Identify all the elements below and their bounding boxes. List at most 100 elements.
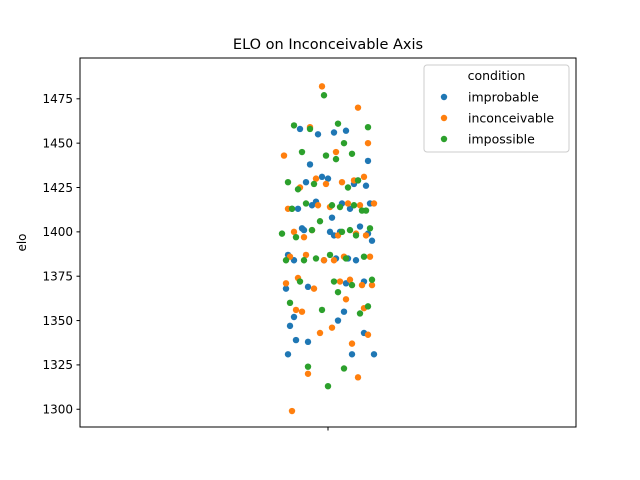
data-point-inconceivable — [280, 152, 288, 159]
legend-marker-improbable — [440, 93, 448, 101]
data-point-impossible — [306, 125, 314, 133]
data-point-impossible — [332, 155, 340, 163]
data-point-impossible — [352, 232, 360, 239]
series-impossible — [278, 92, 376, 390]
data-point-impossible — [348, 150, 356, 157]
data-point-inconceivable — [366, 253, 374, 260]
data-point-impossible — [346, 226, 354, 234]
data-point-inconceivable — [330, 257, 338, 264]
data-point-inconceivable — [322, 180, 330, 188]
data-point-improbable — [340, 308, 348, 315]
data-point-improbable — [330, 129, 338, 136]
data-point-inconceivable — [344, 200, 352, 207]
data-point-impossible — [316, 218, 324, 225]
data-point-impossible — [298, 148, 306, 156]
data-point-impossible — [330, 278, 338, 285]
data-point-impossible — [322, 152, 330, 159]
data-point-improbable — [326, 228, 334, 236]
data-point-improbable — [334, 317, 342, 324]
data-point-impossible — [292, 233, 300, 241]
data-point-impossible — [304, 363, 312, 370]
data-point-inconceivable — [354, 104, 362, 111]
data-point-impossible — [334, 288, 342, 296]
data-point-impossible — [338, 228, 346, 236]
data-point-inconceivable — [338, 178, 346, 186]
data-point-inconceivable — [358, 281, 366, 289]
data-point-impossible — [288, 205, 296, 212]
data-point-inconceivable — [346, 276, 354, 283]
data-point-improbable — [356, 223, 364, 230]
data-point-impossible — [362, 207, 370, 214]
y-axis-label: elo — [15, 233, 29, 251]
data-point-inconceivable — [356, 202, 364, 209]
y-tick-label: 1325 — [42, 358, 73, 372]
data-point-impossible — [336, 203, 344, 211]
data-point-impossible — [366, 225, 374, 232]
data-point-inconceivable — [360, 173, 368, 181]
data-point-inconceivable — [310, 285, 318, 292]
data-point-inconceivable — [364, 139, 372, 147]
data-point-improbable — [286, 322, 294, 330]
data-point-impossible — [334, 120, 342, 127]
data-point-improbable — [290, 313, 298, 321]
data-point-impossible — [354, 177, 362, 184]
data-point-improbable — [294, 205, 302, 212]
data-point-impossible — [318, 306, 326, 314]
data-point-impossible — [278, 230, 286, 237]
data-point-improbable — [298, 225, 306, 232]
chart-title: ELO on Inconceivable Axis — [233, 37, 423, 53]
data-point-improbable — [282, 285, 290, 292]
data-point-inconceivable — [304, 370, 312, 377]
data-point-improbable — [304, 338, 312, 346]
data-point-impossible — [340, 365, 348, 372]
data-point-impossible — [282, 257, 290, 264]
legend-label-improbable: improbable — [468, 90, 539, 105]
data-point-inconceivable — [292, 306, 300, 314]
data-point-inconceivable — [348, 340, 356, 347]
legend-entry-inconceivable: inconceivable — [440, 111, 554, 126]
data-point-impossible — [344, 184, 352, 191]
legend-box — [423, 64, 570, 153]
data-point-impossible — [356, 310, 364, 317]
data-point-improbable — [318, 173, 326, 181]
data-point-inconceivable — [288, 407, 296, 415]
data-point-inconceivable — [354, 374, 362, 381]
data-point-improbable — [364, 157, 372, 165]
data-point-improbable — [296, 125, 304, 133]
y-axis: 1300 1325 1350 1375 1400 1425 1450 1475 — [42, 92, 80, 417]
data-point-impossible — [290, 122, 298, 129]
legend-label-impossible: impossible — [468, 132, 535, 147]
y-tick-label: 1475 — [42, 92, 73, 106]
data-point-inconceivable — [312, 175, 320, 182]
y-tick-label: 1425 — [42, 181, 73, 195]
data-point-improbable — [370, 351, 378, 358]
data-point-improbable — [292, 336, 300, 344]
data-point-impossible — [324, 382, 332, 390]
legend-marker-inconceivable — [440, 114, 448, 122]
data-point-improbable — [306, 161, 314, 168]
data-point-impossible — [294, 186, 302, 193]
data-point-inconceivable — [282, 280, 290, 287]
data-point-impossible — [326, 251, 334, 259]
data-point-inconceivable — [364, 331, 372, 338]
data-point-impossible — [364, 123, 372, 131]
data-point-impossible — [328, 202, 336, 209]
data-point-impossible — [296, 278, 304, 285]
y-tick-label: 1375 — [42, 270, 73, 284]
legend-entries: improbable inconceivable impossible — [440, 90, 554, 147]
data-point-impossible — [360, 253, 368, 260]
legend-marker-impossible — [440, 135, 448, 143]
data-point-improbable — [348, 351, 356, 358]
data-point-inconceivable — [318, 83, 326, 90]
y-tick-label: 1350 — [42, 314, 73, 328]
legend: condition improbable inconceivable impossi… — [423, 64, 570, 153]
data-point-inconceivable — [320, 257, 328, 264]
legend-entry-improbable: improbable — [440, 90, 539, 105]
data-point-improbable — [342, 127, 350, 134]
legend-label-inconceivable: inconceivable — [468, 111, 554, 126]
data-point-improbable — [352, 257, 360, 264]
data-point-impossible — [348, 281, 356, 289]
data-point-impossible — [312, 255, 320, 262]
data-point-impossible — [308, 226, 316, 234]
